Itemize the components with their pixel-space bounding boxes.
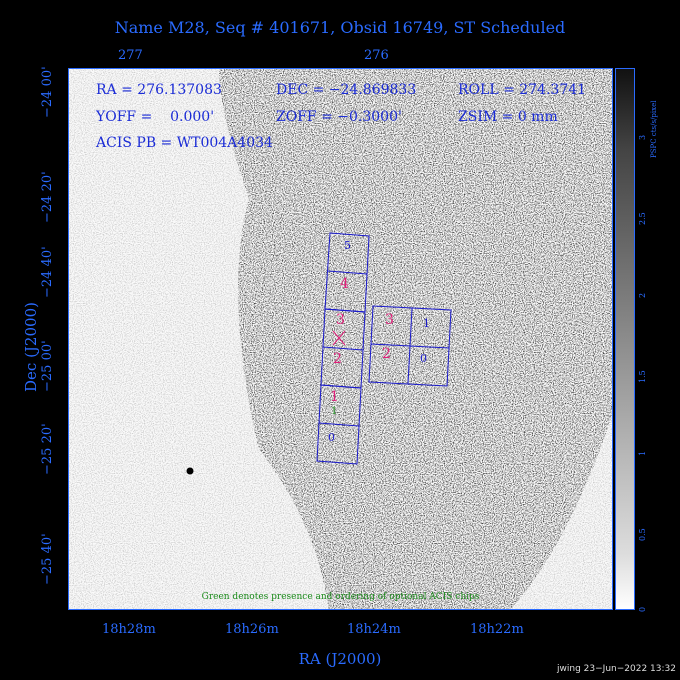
roll-readout: ROLL = 274.3741 xyxy=(458,82,587,98)
x-tick-label: 18h26m xyxy=(225,622,279,637)
chip-label-s1: 1 xyxy=(330,389,339,405)
y-tick-label: −25 20' xyxy=(40,423,55,475)
zoff-readout: ZOFF = −0.3000' xyxy=(276,109,402,125)
footnote: Green denotes presence and ordering of o… xyxy=(201,592,480,602)
y-tick-label: −24 00' xyxy=(40,66,55,118)
acis-pb-readout: ACIS PB = WT004A4034 xyxy=(96,135,273,151)
chip-label-s4: 4 xyxy=(340,276,349,292)
chip-label-i3: 3 xyxy=(385,312,394,328)
chip-label-s2: 2 xyxy=(333,351,342,367)
chip-label-i1: 1 xyxy=(423,317,430,330)
zsim-readout: ZSIM = 0 mm xyxy=(458,109,558,125)
y-tick-label: −24 40' xyxy=(40,246,55,298)
top-axis-tick-label: 276 xyxy=(364,48,389,63)
colorbar-tick-label: 3 xyxy=(638,134,647,140)
colorbar-tick-label: 0.5 xyxy=(638,528,647,541)
dec-readout: DEC = −24.869833 xyxy=(276,82,417,98)
ra-readout: RA = 276.137083 xyxy=(96,82,222,98)
colorbar-tick-label: 0 xyxy=(638,606,647,612)
chip-label-s3: 3 xyxy=(336,312,345,328)
plot-title: Name M28, Seq # 401671, Obsid 16749, ST … xyxy=(114,18,566,37)
x-tick-label: 18h28m xyxy=(102,622,156,637)
colorbar-label: PSPC cts/s/pixel xyxy=(650,100,658,158)
x-axis-title: RA (J2000) xyxy=(298,650,382,668)
timestamp-stamp: jwing 23−Jun−2022 13:32 xyxy=(557,664,676,674)
colorbar-tick-label: 1.5 xyxy=(638,370,647,383)
x-tick-label: 18h24m xyxy=(347,622,401,637)
chip-label-i2: 2 xyxy=(382,346,391,362)
sky-image-panel: 5 4 3 2 1 1 0 3 1 2 0 xyxy=(68,68,613,610)
y-axis-title: Dec (J2000) xyxy=(22,302,40,392)
optional-chip-label: 1 xyxy=(331,406,338,417)
colorbar-tick-label: 2.5 xyxy=(638,212,647,225)
yoff-readout: YOFF = 0.000' xyxy=(96,109,215,125)
chip-label-s0: 0 xyxy=(328,431,335,444)
acis-s-chip-array xyxy=(316,232,452,465)
y-tick-label: −25 00' xyxy=(40,340,55,392)
chip-label-i0: 0 xyxy=(420,352,427,365)
colorbar xyxy=(615,68,635,610)
chip-label-s5: 5 xyxy=(344,239,351,252)
y-tick-label: −25 40' xyxy=(40,533,55,585)
x-tick-label: 18h22m xyxy=(470,622,524,637)
colorbar-tick-label: 1 xyxy=(638,450,647,456)
top-axis-tick-label: 277 xyxy=(118,48,143,63)
bright-source xyxy=(186,467,194,475)
y-tick-label: −24 20' xyxy=(40,171,55,223)
colorbar-tick-label: 2 xyxy=(638,292,647,298)
sky-image xyxy=(69,69,612,609)
